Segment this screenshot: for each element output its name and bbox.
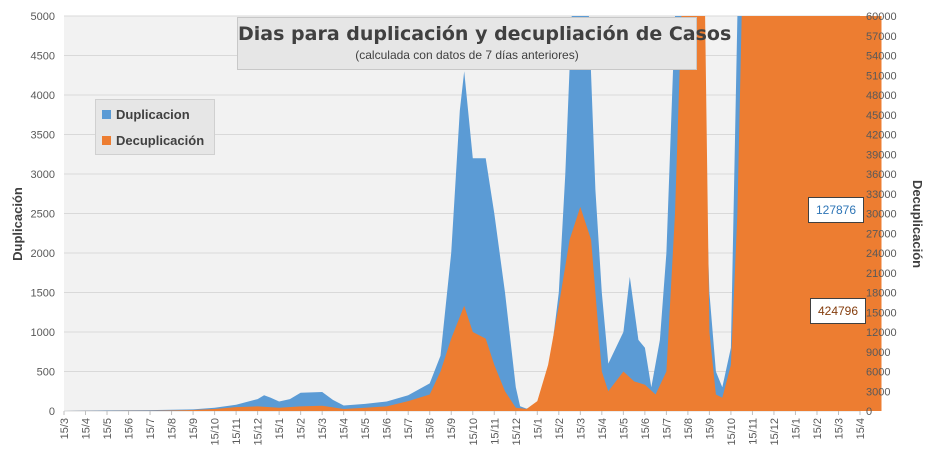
legend-swatch-duplicacion: [102, 109, 111, 119]
x-tick-label: 15/7: [145, 418, 157, 439]
y2-tick-label: 3000: [866, 386, 890, 398]
x-tick-label: 15/1: [532, 418, 544, 439]
x-tick-label: 15/2: [554, 418, 566, 439]
x-tick-label: 15/12: [253, 418, 265, 446]
series-area-decuplicacion: [64, 16, 882, 411]
x-tick-label: 15/7: [661, 418, 673, 439]
legend-item-decuplicacion: Decuplicación: [102, 132, 204, 148]
x-tick-label: 15/11: [747, 418, 759, 445]
y2-tick-label: 0: [866, 406, 872, 418]
y2-tick-label: 45000: [866, 110, 897, 122]
y2-axis-title: Decuplicación: [910, 180, 925, 268]
y-tick-label: 2500: [31, 209, 55, 221]
y2-tick-label: 27000: [866, 228, 897, 240]
chart-subtitle: (calculada con datos de 7 días anteriore…: [355, 48, 579, 62]
x-tick-label: 15/10: [726, 418, 738, 446]
x-tick-label: 15/11: [231, 418, 243, 445]
x-tick-label: 15/12: [511, 418, 523, 446]
x-tick-label: 15/2: [296, 418, 308, 439]
x-tick-label: 15/9: [188, 418, 200, 439]
legend-swatch-decuplicacion: [102, 135, 111, 145]
y2-tick-label: 51000: [866, 70, 897, 82]
series-areas: [64, 16, 882, 411]
x-axis-ticks: 15/3 15/4 15/5 15/6 15/7 15/8 15/9 15/10 15/11 15…: [59, 411, 867, 446]
y2-tick-label: 33000: [866, 189, 897, 201]
legend: Duplicacion Decuplicación: [95, 99, 215, 155]
y2-tick-label: 9000: [866, 347, 890, 359]
y-tick-label: 4500: [31, 51, 55, 63]
y2-tick-label: 39000: [866, 149, 897, 161]
x-tick-label: 15/10: [468, 418, 480, 446]
y2-tick-label: 36000: [866, 169, 897, 181]
x-tick-label: 15/2: [812, 418, 824, 439]
x-tick-label: 15/3: [834, 418, 846, 439]
y-tick-label: 1000: [31, 327, 55, 339]
x-tick-label: 15/10: [210, 418, 222, 446]
y-tick-label: 2000: [31, 248, 55, 260]
x-tick-label: 15/7: [403, 418, 415, 439]
x-tick-label: 15/4: [81, 418, 93, 439]
x-tick-label: 15/1: [274, 418, 286, 439]
y-tick-label: 1500: [31, 288, 55, 300]
y-axis-title: Duplicación: [10, 187, 25, 261]
y2-tick-label: 18000: [866, 288, 897, 300]
right-axis-ticks: 0 3000 6000 9000 12000 15000 18000 21000 24000 27…: [866, 11, 897, 418]
left-axis-ticks: 0 500 1000 1500 2000 2500 3000 3500 4000 4500 5000: [31, 11, 55, 418]
y2-tick-label: 24000: [866, 248, 897, 260]
y2-tick-label: 42000: [866, 130, 897, 142]
y2-tick-label: 15000: [866, 307, 897, 319]
y-tick-label: 4000: [31, 90, 55, 102]
x-tick-label: 15/8: [167, 418, 179, 439]
x-tick-label: 15/12: [769, 418, 781, 446]
x-tick-label: 15/8: [425, 418, 437, 439]
y-tick-label: 5000: [31, 11, 55, 23]
x-tick-label: 15/3: [317, 418, 329, 439]
chart-title: Dias para duplicación y decupliación de …: [238, 23, 732, 45]
x-tick-label: 15/9: [446, 418, 458, 439]
annotation-decuplicacion-value: 424796: [810, 298, 866, 324]
x-tick-label: 15/1: [791, 418, 803, 439]
x-tick-label: 15/4: [597, 418, 609, 439]
y-tick-label: 500: [37, 367, 55, 379]
legend-label-duplicacion: Duplicacion: [116, 106, 190, 122]
legend-label-decuplicacion: Decuplicación: [116, 132, 205, 148]
chart-title-box: Dias para duplicación y decupliación de …: [237, 17, 732, 70]
y2-tick-label: 21000: [866, 268, 897, 280]
y-tick-label: 3000: [31, 169, 55, 181]
x-tick-label: 15/3: [59, 418, 71, 439]
legend-item-duplicacion: Duplicacion: [102, 106, 190, 122]
x-tick-label: 15/6: [640, 418, 652, 439]
x-tick-label: 15/8: [683, 418, 695, 439]
y2-tick-label: 60000: [866, 11, 897, 23]
y-tick-label: 3500: [31, 130, 55, 142]
x-tick-label: 15/4: [855, 418, 867, 439]
y2-tick-label: 6000: [866, 367, 890, 379]
x-tick-label: 15/11: [489, 418, 501, 445]
y2-tick-label: 54000: [866, 51, 897, 63]
x-tick-label: 15/6: [382, 418, 394, 439]
y2-tick-label: 48000: [866, 90, 897, 102]
y2-tick-label: 57000: [866, 31, 897, 43]
y-tick-label: 0: [49, 406, 55, 418]
annotation-duplicacion-value: 127876: [808, 197, 864, 223]
x-tick-label: 15/5: [360, 418, 372, 439]
x-tick-label: 15/3: [575, 418, 587, 439]
x-tick-label: 15/9: [704, 418, 716, 439]
x-tick-label: 15/4: [339, 418, 351, 439]
y2-tick-label: 30000: [866, 209, 897, 221]
x-tick-label: 15/5: [102, 418, 114, 439]
y2-tick-label: 12000: [866, 327, 897, 339]
x-tick-label: 15/5: [618, 418, 630, 439]
x-tick-label: 15/6: [124, 418, 136, 439]
